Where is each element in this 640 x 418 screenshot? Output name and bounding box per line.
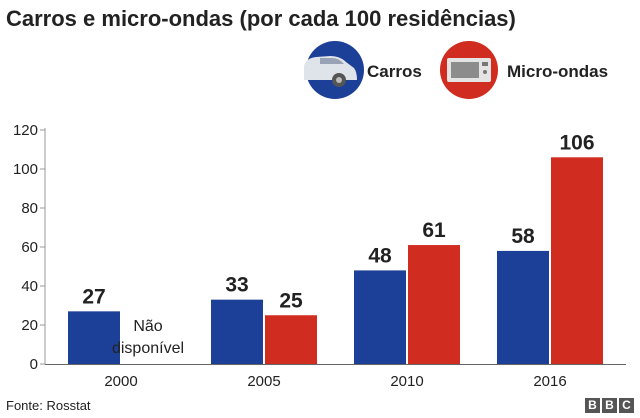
bar-carros-2016 bbox=[497, 250, 549, 364]
bar-carros-2000 bbox=[68, 311, 120, 364]
data-labels: 27 33 48 58 25 61 106 bbox=[82, 131, 594, 312]
bbc-logo-letter: C bbox=[619, 398, 634, 413]
x-tick-label: 2005 bbox=[247, 373, 280, 390]
data-label: 48 bbox=[368, 244, 392, 267]
chart-title: Carros e micro-ondas (por cada 100 resid… bbox=[6, 6, 516, 31]
y-tick-label: 0 bbox=[30, 356, 38, 373]
bbc-logo-letter: B bbox=[585, 398, 600, 413]
y-ticks: 0 20 40 60 80 100 120 bbox=[13, 122, 45, 373]
data-label: 27 bbox=[82, 285, 105, 308]
x-tick-label: 2000 bbox=[104, 373, 137, 390]
x-tick-label: 2016 bbox=[533, 373, 566, 390]
annotations: Não disponível bbox=[112, 318, 184, 357]
bbc-logo: B B C bbox=[585, 398, 634, 413]
source-note: Fonte: Rosstat bbox=[6, 398, 91, 413]
x-tick-label: 2010 bbox=[390, 373, 423, 390]
x-ticks: 2000 2005 2010 2016 bbox=[104, 373, 566, 390]
y-tick-label: 40 bbox=[21, 278, 38, 295]
data-label: 33 bbox=[225, 274, 248, 297]
data-label: 61 bbox=[422, 219, 446, 242]
legend: Carros Micro-ondas bbox=[304, 41, 608, 99]
y-tick-label: 20 bbox=[21, 317, 38, 334]
not-available-note: Não disponível bbox=[112, 318, 184, 357]
bar-carros-2005 bbox=[211, 299, 263, 364]
y-tick-label: 120 bbox=[13, 122, 38, 139]
microwave-icon bbox=[447, 58, 491, 82]
legend-item-carros: Carros bbox=[304, 41, 422, 99]
car-icon bbox=[304, 56, 357, 87]
data-label: 25 bbox=[279, 289, 303, 312]
legend-item-micro-ondas: Micro-ondas bbox=[440, 41, 608, 99]
bbc-logo-letter: B bbox=[602, 398, 617, 413]
y-tick-label: 60 bbox=[21, 239, 38, 256]
y-tick-label: 80 bbox=[21, 200, 38, 217]
y-tick-label: 100 bbox=[13, 161, 38, 178]
data-label: 106 bbox=[559, 131, 594, 154]
bar-micro-ondas-2005 bbox=[265, 315, 317, 364]
legend-label-micro-ondas: Micro-ondas bbox=[507, 62, 608, 81]
bar-micro-ondas-2010 bbox=[408, 245, 460, 364]
bar-micro-ondas-2016 bbox=[551, 157, 603, 364]
bars bbox=[68, 157, 603, 364]
bar-carros-2010 bbox=[354, 270, 406, 364]
data-label: 58 bbox=[511, 225, 535, 248]
legend-label-carros: Carros bbox=[367, 62, 422, 81]
